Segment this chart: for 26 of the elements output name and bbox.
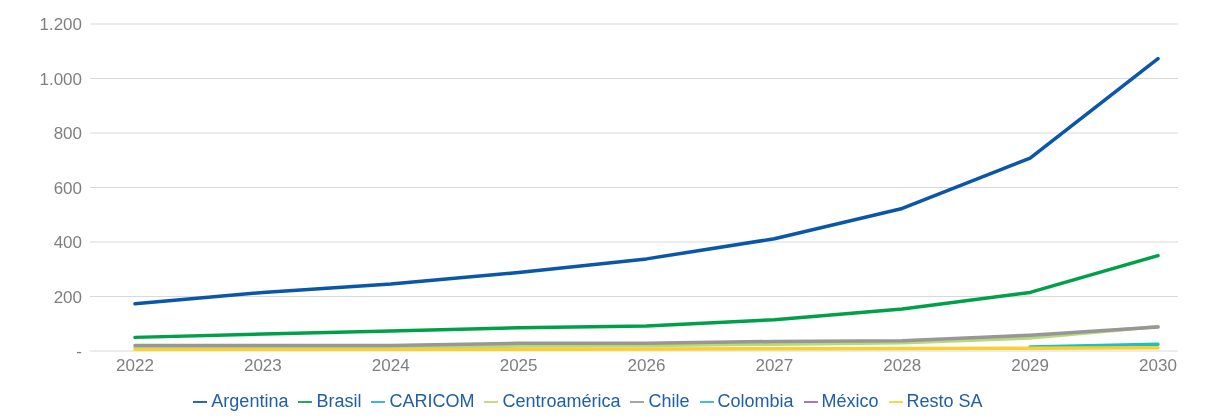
- y-tick-label: -: [76, 342, 82, 362]
- x-tick-label: 2028: [883, 356, 922, 376]
- legend-label: Chile: [648, 391, 690, 411]
- y-tick-label: 1.000: [39, 69, 82, 89]
- y-tick-label: 400: [53, 233, 82, 253]
- x-tick-label: 2025: [499, 356, 538, 376]
- x-tick-label: 2023: [243, 356, 282, 376]
- legend-label: Resto SA: [906, 391, 983, 411]
- legend-label: Argentina: [211, 391, 289, 411]
- y-tick-label: 1.200: [39, 15, 82, 35]
- y-tick-label: 200: [53, 287, 82, 307]
- legend-label: México: [821, 391, 879, 411]
- x-tick-label: 2026: [627, 356, 666, 376]
- legend-label: CARICOM: [389, 391, 475, 411]
- line-series: [133, 56, 1160, 306]
- y-tick-label: 600: [53, 178, 82, 198]
- legend-label: Colombia: [717, 391, 794, 411]
- line-series: [133, 253, 1160, 340]
- x-tick-label: 2030: [1139, 356, 1177, 376]
- x-tick-label: 2029: [1011, 356, 1050, 376]
- legend-label: Centroamérica: [502, 391, 621, 411]
- x-tick-label: 2022: [116, 356, 154, 376]
- x-tick-label: 2024: [371, 356, 410, 376]
- y-tick-label: 800: [53, 124, 82, 144]
- x-tick-label: 2027: [755, 356, 794, 376]
- legend-label: Brasil: [316, 391, 362, 411]
